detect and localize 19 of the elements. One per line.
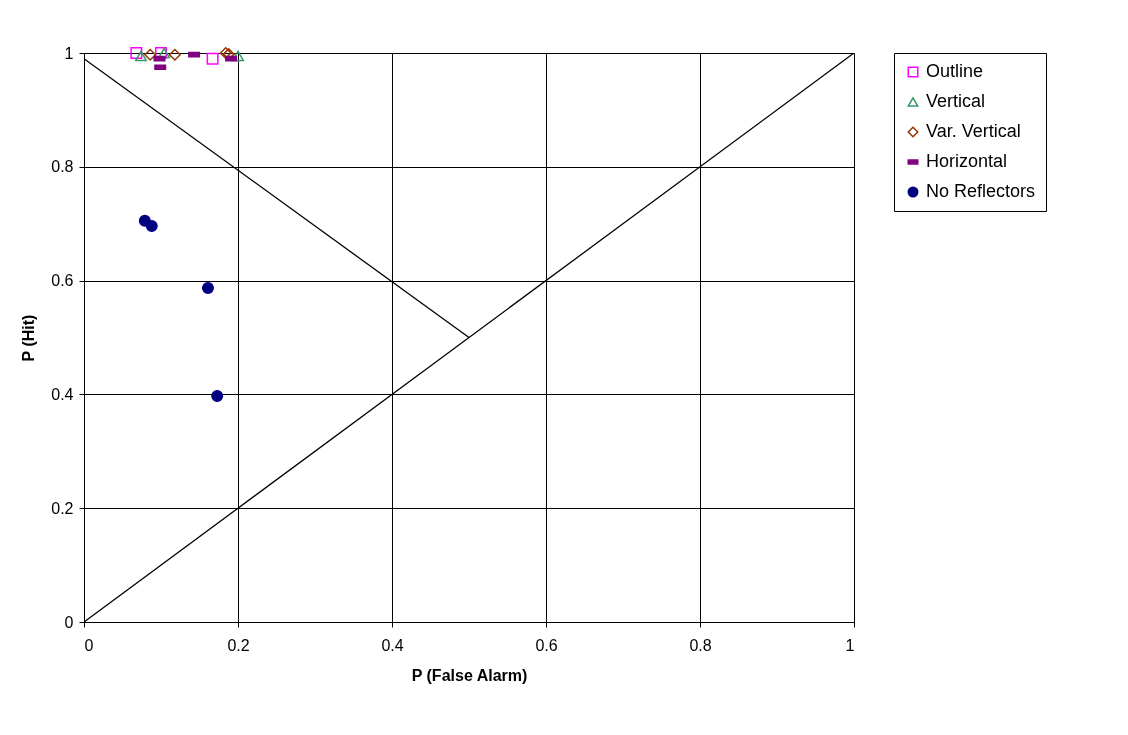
x-axis-title: P (False Alarm) xyxy=(411,666,528,684)
y-tick-label: 0 xyxy=(64,613,74,631)
y-tick-label: 0.2 xyxy=(51,499,74,517)
y-axis-title: P (Hit) xyxy=(20,314,38,362)
y-tick-label: 1 xyxy=(64,44,74,62)
y-tick-label: 0.8 xyxy=(51,158,74,176)
x-tick-label: 0.4 xyxy=(381,636,404,654)
x-tick-label: 1 xyxy=(845,636,855,654)
x-tick-label: 0.6 xyxy=(535,636,558,654)
y-tick-label: 0.6 xyxy=(51,272,74,290)
x-tick-label: 0 xyxy=(84,636,94,654)
x-tick-label: 0.2 xyxy=(227,636,250,654)
legend-label: Var. Vertical xyxy=(926,121,1021,141)
legend-label: Horizontal xyxy=(926,151,1008,171)
x-tick-label: 0.8 xyxy=(689,636,712,654)
legend-label: No Reflectors xyxy=(926,181,1036,201)
y-tick-label: 0.4 xyxy=(51,385,74,403)
legend-label: Outline xyxy=(926,61,984,81)
legend-label: Vertical xyxy=(926,91,986,111)
